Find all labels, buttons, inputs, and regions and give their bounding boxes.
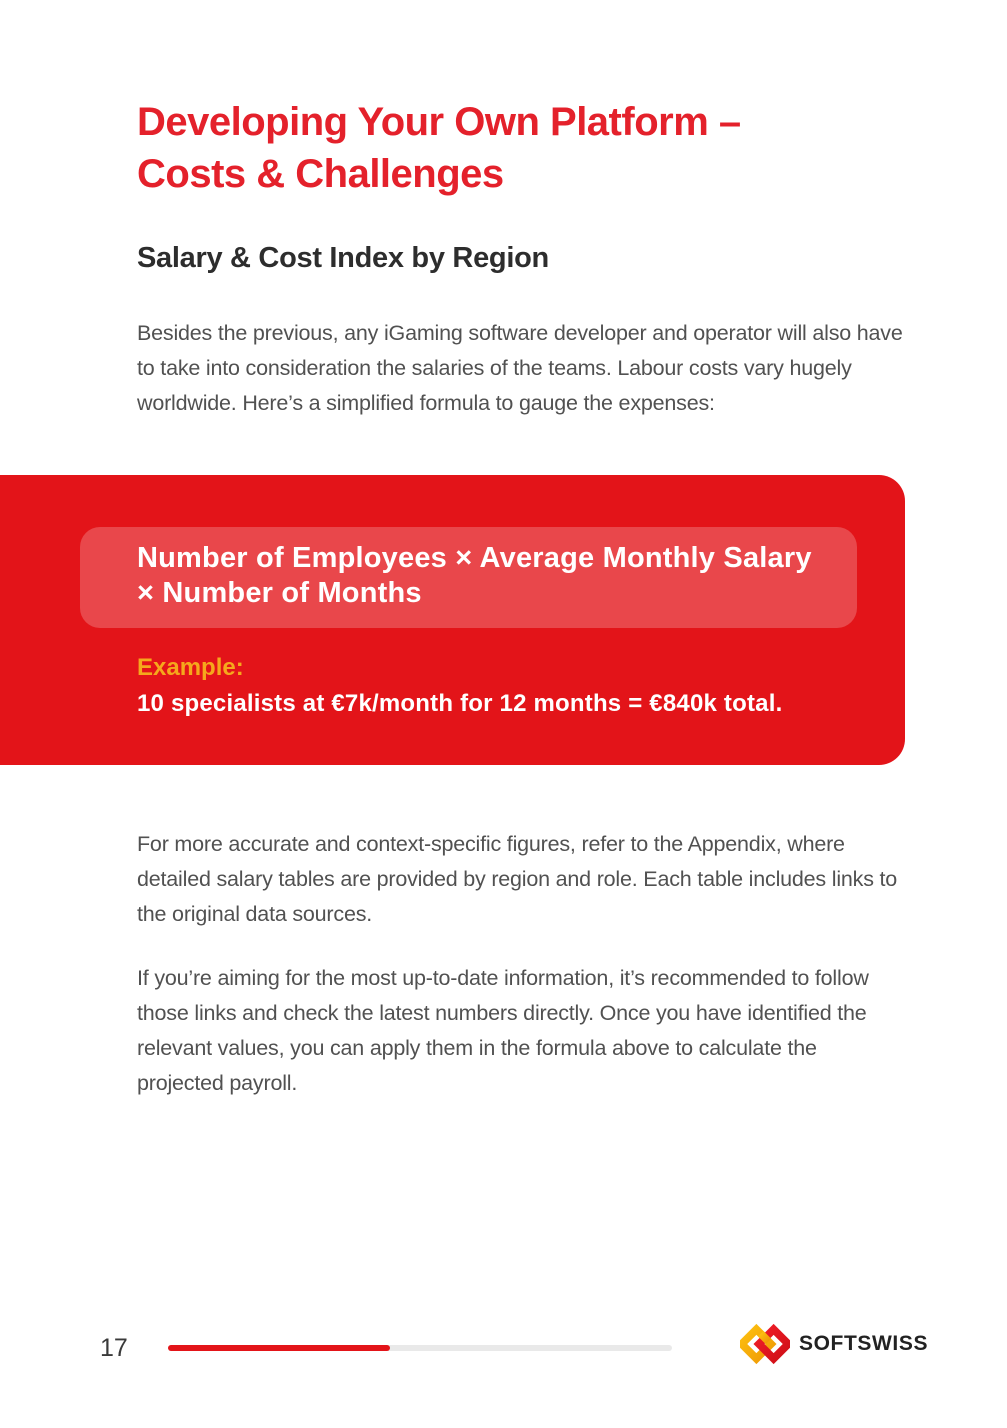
links-paragraph: If you’re aiming for the most up-to-date… [137, 966, 869, 1095]
page-title: Developing Your Own Platform – Costs & C… [137, 96, 937, 200]
example-text: 10 specialists at €7k/month for 12 month… [137, 690, 783, 717]
softswiss-logo-text: SOFTSWISS [799, 1332, 929, 1355]
example-label: Example: [137, 654, 244, 681]
page-number: 17 [100, 1334, 128, 1362]
formula-card: Number of Employees × Average Monthly Sa… [0, 475, 905, 765]
progress-fill [168, 1345, 390, 1351]
progress-bar-track [168, 1345, 672, 1351]
page-title-line-1: Developing Your Own Platform – [137, 100, 741, 144]
softswiss-logo: SOFTSWISS [736, 1322, 929, 1366]
appendix-paragraph: For more accurate and context-specific f… [137, 832, 898, 926]
section-title: Salary & Cost Index by Region [137, 242, 549, 274]
formula-highlight-pill: Number of Employees × Average Monthly Sa… [80, 527, 857, 628]
intro-paragraph: Besides the previous, any iGaming softwa… [137, 321, 903, 415]
page-title-line-2: Costs & Challenges [137, 152, 504, 196]
softswiss-logo-icon [736, 1322, 794, 1366]
formula-text: Number of Employees × Average Monthly Sa… [137, 542, 812, 609]
